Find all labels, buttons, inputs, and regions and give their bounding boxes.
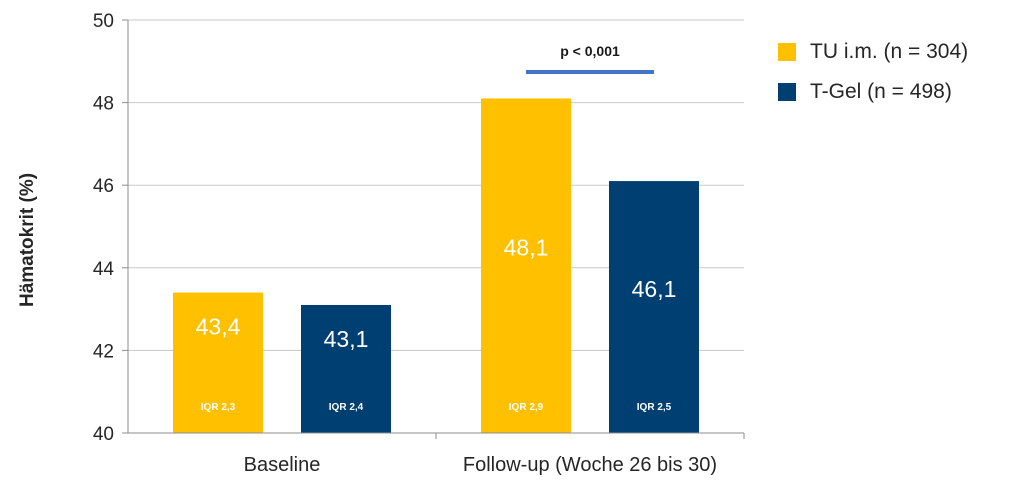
y-tick-label: 44: [93, 259, 115, 280]
x-axis: Baseline Follow-up (Woche 26 bis 30): [127, 20, 745, 476]
legend: TU i.m. (n = 304) T-Gel (n = 498): [778, 32, 968, 112]
y-axis-title: Hämatokrit (%): [17, 173, 38, 307]
legend-item-tu: TU i.m. (n = 304): [778, 32, 968, 72]
legend-label-tu: TU i.m. (n = 304): [810, 40, 969, 63]
bar-value-label: 46,1: [632, 276, 677, 302]
y-tick-label: 40: [93, 424, 114, 445]
bar-iqr-label: IQR 2,5: [637, 402, 672, 413]
y-tick-label: 46: [93, 176, 114, 197]
legend-item-tgel: T-Gel (n = 498): [778, 72, 968, 112]
bar-iqr-label: IQR 2,4: [329, 402, 364, 413]
y-tick-label: 48: [93, 94, 114, 115]
bar-value-label: 43,4: [196, 314, 241, 340]
bar: [481, 98, 571, 433]
bar-iqr-label: IQR 2,3: [201, 402, 236, 413]
bars: [173, 98, 699, 433]
bar-labels: 43,4 IQR 2,3 43,1 IQR 2,4 48,1 IQR 2,9 46,1 IQR…: [196, 235, 677, 413]
y-tick-label: 50: [93, 11, 114, 32]
bar: [173, 292, 263, 433]
bar-iqr-label: IQR 2,9: [509, 402, 544, 413]
legend-swatch-tgel: [778, 83, 796, 101]
legend-label-tgel: T-Gel (n = 498): [810, 80, 952, 103]
x-category-label: Follow-up (Woche 26 bis 30): [463, 454, 717, 476]
bar-value-label: 48,1: [504, 235, 549, 261]
bar: [301, 304, 391, 433]
bar-value-label: 43,1: [324, 326, 369, 352]
significance-label: p < 0,001: [560, 43, 620, 59]
y-axis-ticks: 40 42 44 46 48 50: [93, 11, 128, 445]
legend-swatch-tu: [778, 43, 796, 61]
bar: [609, 181, 699, 433]
x-category-label: Baseline: [244, 454, 321, 476]
y-tick-label: 42: [93, 341, 114, 362]
significance-annotation: p < 0,001: [526, 43, 654, 74]
